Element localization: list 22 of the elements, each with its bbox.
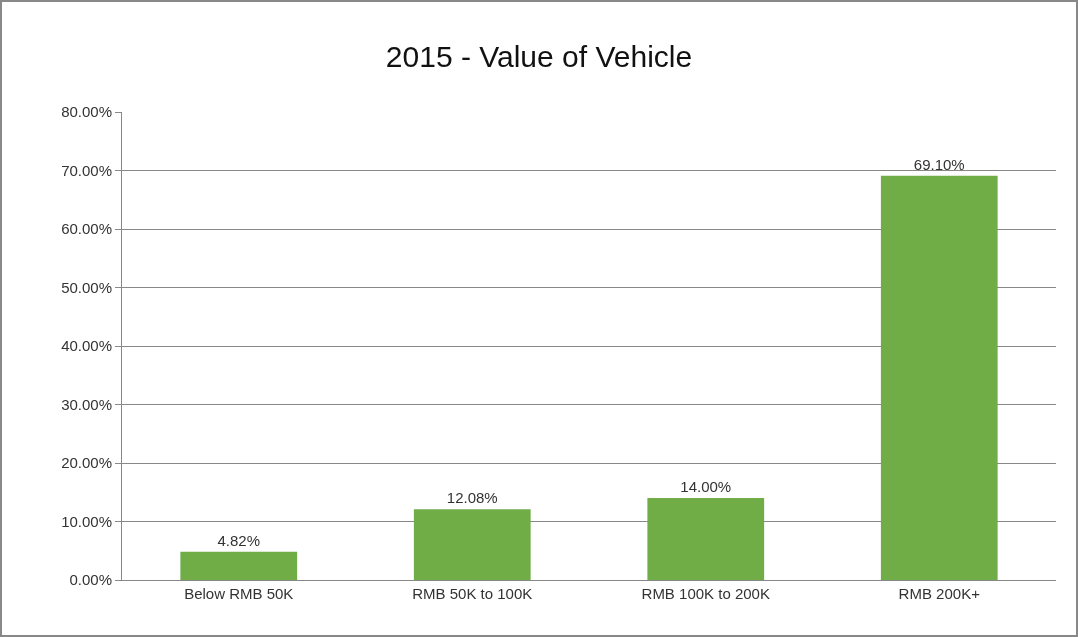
data-label: 14.00% bbox=[680, 478, 732, 496]
y-tick-label: 80.00% bbox=[61, 103, 112, 121]
y-tick-label: 70.00% bbox=[61, 161, 112, 179]
y-tick-label: 0.00% bbox=[69, 571, 112, 589]
y-tick-label: 60.00% bbox=[61, 220, 112, 238]
y-tick-label: 20.00% bbox=[61, 454, 112, 472]
x-tick-label: Below RMB 50K bbox=[184, 585, 294, 602]
data-label: 4.82% bbox=[217, 531, 261, 549]
x-tick-label: RMB 50K to 100K bbox=[412, 585, 533, 602]
data-label: 69.10% bbox=[913, 155, 965, 173]
data-label: 12.08% bbox=[446, 489, 498, 507]
x-tick-label: RMB 100K to 200K bbox=[641, 585, 770, 602]
bar bbox=[413, 509, 531, 580]
bar bbox=[647, 498, 765, 580]
bar bbox=[180, 551, 298, 580]
bar bbox=[880, 175, 998, 580]
x-tick-label: RMB 200K+ bbox=[898, 585, 981, 602]
y-tick-label: 10.00% bbox=[61, 512, 112, 530]
y-tick-label: 30.00% bbox=[61, 395, 112, 413]
chart-title: 2015 - Value of Vehicle bbox=[385, 40, 693, 74]
y-tick-label: 40.00% bbox=[61, 337, 112, 355]
y-tick-label: 50.00% bbox=[61, 278, 112, 296]
